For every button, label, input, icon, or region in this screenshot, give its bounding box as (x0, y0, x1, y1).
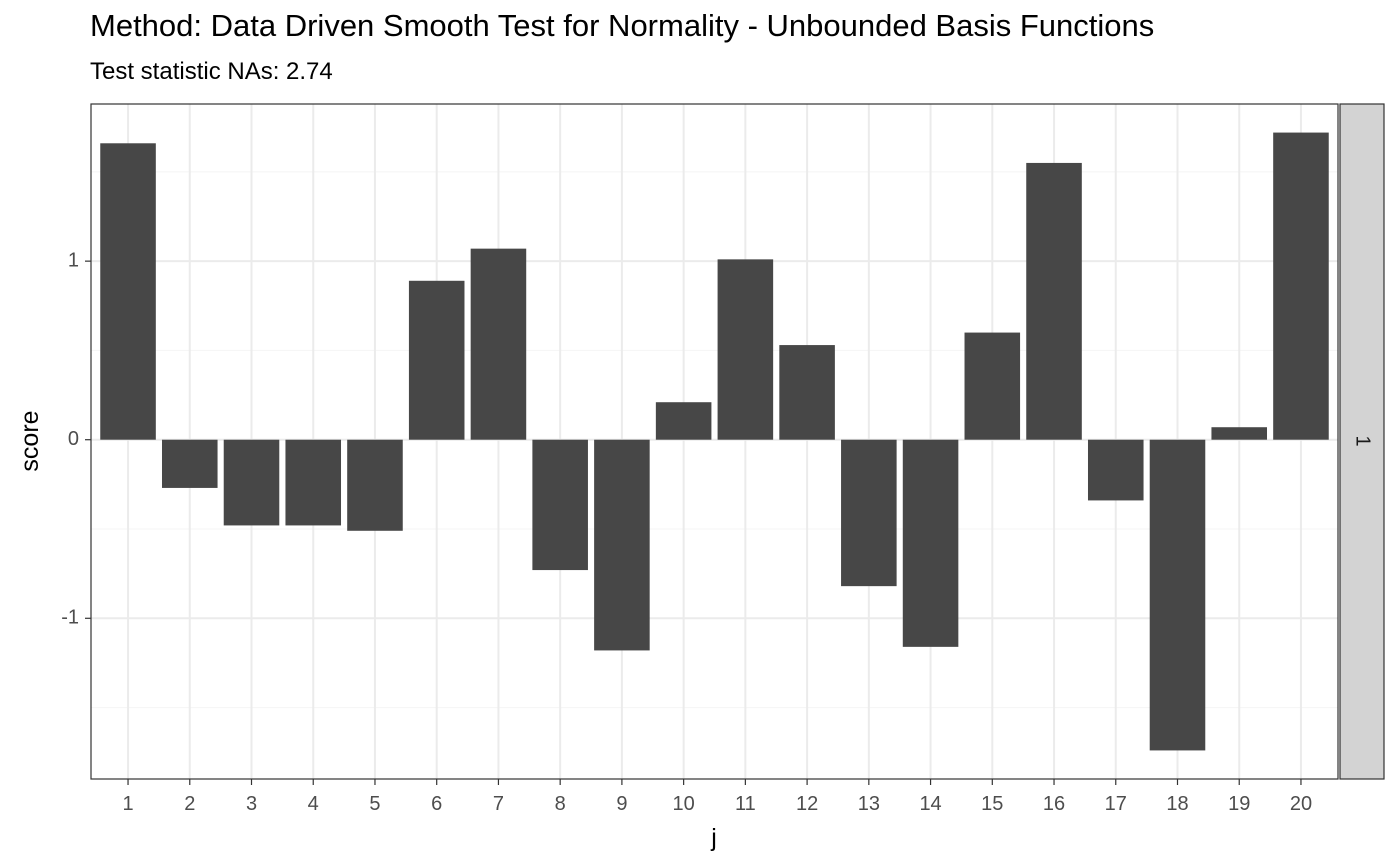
chart-subtitle: Test statistic NAs: 2.74 (90, 58, 333, 85)
facet-strip-background (1339, 103, 1385, 780)
bar-11 (717, 259, 774, 440)
bar-5 (347, 439, 403, 531)
x-tick-label: 18 (1166, 793, 1188, 815)
bar-12 (779, 345, 835, 440)
y-axis-title: score (16, 410, 44, 471)
bar-10 (655, 402, 712, 440)
y-tick-label: 1 (68, 249, 79, 271)
bar-8 (532, 439, 588, 571)
x-tick-label: 4 (308, 793, 319, 815)
bar-13 (841, 439, 897, 587)
x-tick-label: 13 (858, 793, 880, 815)
bar-14 (902, 439, 959, 647)
bar-16 (1026, 162, 1082, 440)
x-tick-label: 3 (246, 793, 257, 815)
x-tick-label: 14 (919, 793, 941, 815)
panel-border (90, 103, 1339, 780)
chart-title: Method: Data Driven Smooth Test for Norm… (90, 8, 1155, 43)
bar-17 (1087, 439, 1144, 501)
bar-19 (1211, 427, 1268, 440)
x-tick-label: 9 (616, 793, 627, 815)
bar-7 (470, 248, 527, 440)
bar-1 (100, 143, 156, 440)
x-tick-label: 5 (369, 793, 380, 815)
x-tick-label: 10 (673, 793, 695, 815)
y-tick-label: -1 (61, 607, 79, 629)
y-tick-label: 0 (68, 428, 79, 450)
facet-strip: 1 (1339, 103, 1385, 780)
x-tick-label: 16 (1043, 793, 1065, 815)
bar-4 (285, 439, 342, 526)
x-tick-label: 20 (1290, 793, 1312, 815)
x-tick-label: 12 (796, 793, 818, 815)
x-axis-title: j (710, 824, 717, 852)
x-tick-label: 7 (493, 793, 504, 815)
bar-18 (1149, 439, 1206, 751)
x-tick-label: 11 (735, 793, 756, 815)
bar-3 (223, 439, 280, 526)
x-axis-ticks: 1 2 3 4 5 6 7 8 9 10 11 12 13 14 15 16 17 18 19 20 (122, 779, 1312, 815)
x-tick-label: 15 (981, 793, 1003, 815)
bar-2 (161, 439, 218, 488)
x-tick-label: 1 (122, 793, 133, 815)
bar-6 (408, 280, 465, 440)
x-tick-label: 17 (1105, 793, 1127, 815)
x-tick-label: 2 (184, 793, 195, 815)
x-tick-label: 6 (431, 793, 442, 815)
x-tick-label: 19 (1228, 793, 1250, 815)
bar-9 (594, 439, 650, 651)
bars (100, 132, 1329, 751)
facet-strip-label: 1 (1352, 435, 1374, 446)
bar-20 (1273, 132, 1329, 440)
y-axis-ticks: -1 0 1 (61, 249, 91, 629)
bar-15 (964, 332, 1021, 440)
x-tick-label: 8 (555, 793, 566, 815)
